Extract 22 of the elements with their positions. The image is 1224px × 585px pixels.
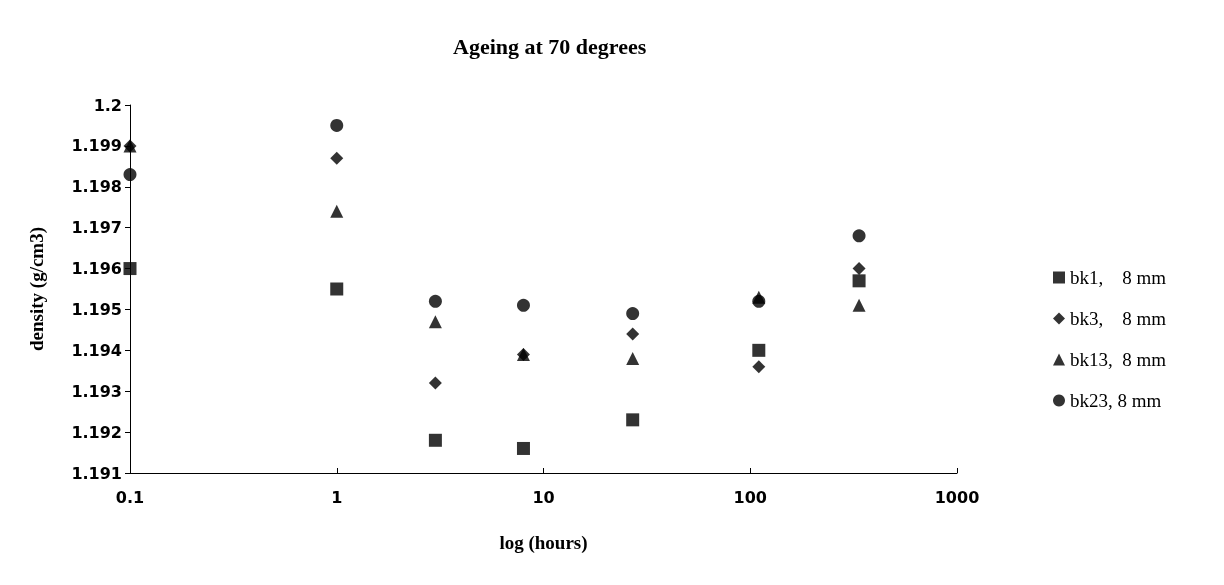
y-tick-label: 1.198: [71, 177, 122, 197]
x-tick-label: 0.1: [115, 487, 145, 507]
x-axis-title: log (hours): [499, 532, 588, 554]
chart-title: Ageing at 70 degrees: [453, 33, 647, 59]
legend-label: bk1, 8 mm: [1070, 267, 1167, 288]
y-tick-label: 1.199: [71, 136, 122, 156]
y-tick-label: 1.197: [71, 218, 122, 238]
x-tick-label: 1000: [934, 487, 980, 507]
y-tick-label: 1.2: [93, 95, 122, 115]
x-tick-label: 100: [733, 487, 767, 507]
legend-label: bk23, 8 mm: [1070, 390, 1162, 411]
y-tick-label: 1.195: [71, 299, 122, 319]
y-tick-label: 1.196: [71, 259, 122, 279]
y-tick-label: 1.192: [71, 422, 122, 442]
y-tick-label: 1.191: [71, 463, 122, 483]
x-tick-label: 1: [331, 487, 343, 507]
x-tick-label: 10: [532, 487, 555, 507]
y-tick-label: 1.194: [71, 340, 122, 360]
y-tick-label: 1.193: [71, 381, 122, 401]
y-axis-title: density (g/cm3): [26, 226, 48, 352]
legend-label: bk13, 8 mm: [1070, 349, 1167, 370]
legend-label: bk3, 8 mm: [1070, 308, 1167, 329]
